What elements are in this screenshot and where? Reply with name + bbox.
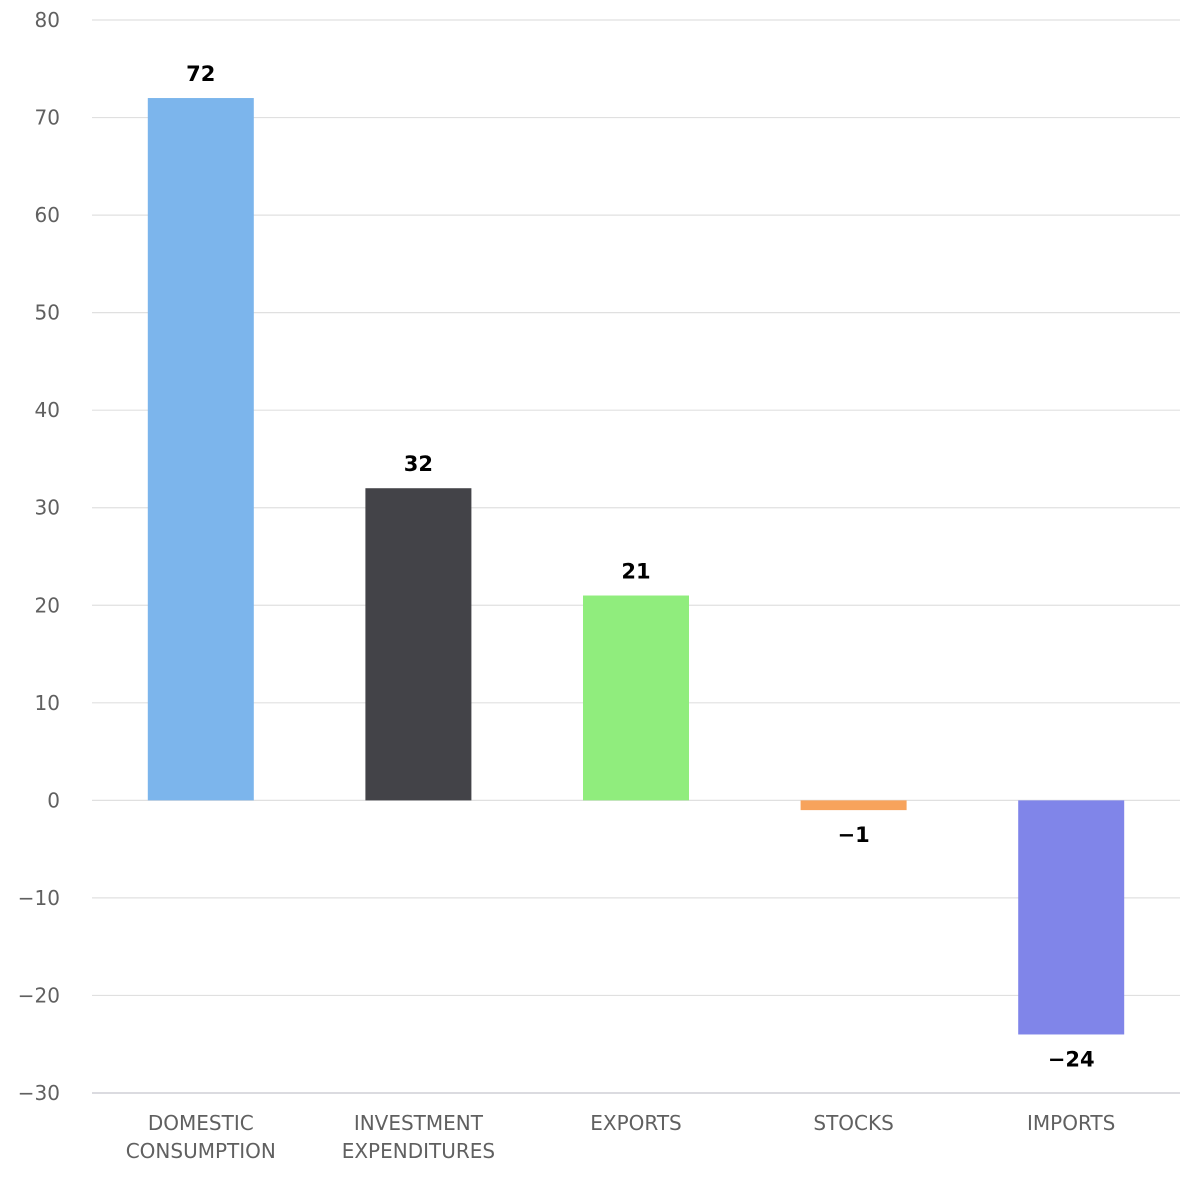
bar[interactable] [147,98,254,801]
data-label: 72 [186,62,215,86]
grid-lines [92,19,1180,1094]
x-tick-label: STOCKS [813,1111,893,1135]
y-tick-label: 40 [35,398,60,422]
y-tick-label: −30 [18,1081,60,1105]
y-axis: 80 70 60 50 40 30 20 10 0 −10 −20 −30 [18,8,60,1105]
x-tick-label: IMPORTS [1027,1111,1115,1135]
bar[interactable] [800,800,907,811]
data-label: −1 [837,823,869,847]
data-label: 32 [404,452,433,476]
y-tick-label: 60 [35,203,60,227]
x-axis: DOMESTIC CONSUMPTION INVESTMENT EXPENDITURE… [126,1111,1116,1163]
data-label: 21 [621,560,650,584]
x-tick-label: DOMESTIC CONSUMPTION [126,1111,276,1163]
bar[interactable] [1018,800,1125,1035]
y-tick-label: −20 [18,983,60,1007]
y-tick-label: 20 [35,593,60,617]
y-tick-label: 0 [47,788,60,812]
y-tick-label: 50 [35,301,60,325]
y-tick-label: −10 [18,886,60,910]
data-label: −24 [1048,1047,1095,1071]
data-labels: 72 32 21 −1 −24 [186,62,1094,1071]
y-tick-label: 80 [35,8,60,32]
y-tick-label: 30 [35,496,60,520]
bar[interactable] [365,488,472,801]
bar[interactable] [583,595,689,801]
x-tick-label: INVESTMENT EXPENDITURES [342,1111,495,1163]
y-tick-label: 10 [35,691,60,715]
y-tick-label: 70 [35,106,60,130]
x-tick-label: EXPORTS [590,1111,682,1135]
bars [147,98,1125,1035]
